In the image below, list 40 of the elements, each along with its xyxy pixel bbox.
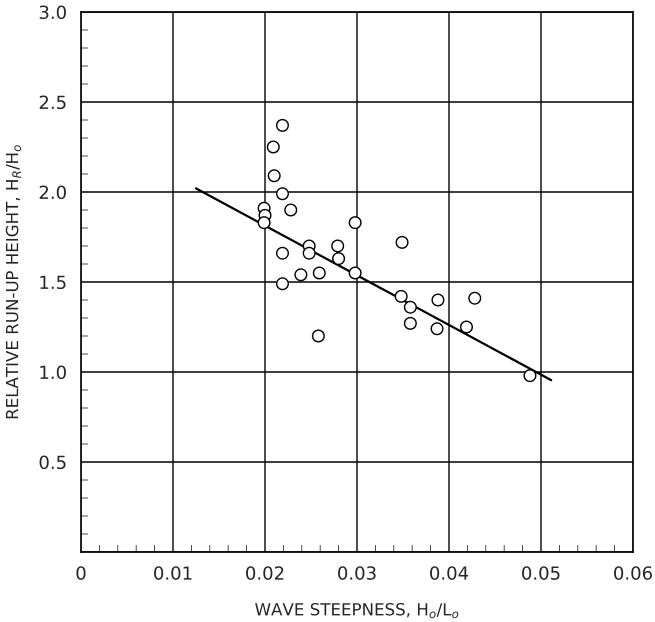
point bbox=[276, 277, 289, 290]
point bbox=[312, 266, 326, 280]
point bbox=[460, 320, 473, 334]
point bbox=[348, 216, 362, 230]
point bbox=[284, 203, 298, 217]
point bbox=[468, 292, 482, 305]
point bbox=[430, 322, 444, 336]
x-tick-label: 0.05 bbox=[522, 566, 560, 580]
point bbox=[276, 246, 289, 260]
point bbox=[404, 300, 417, 314]
point bbox=[396, 236, 409, 249]
x-tick-label: 0.03 bbox=[338, 566, 376, 580]
point bbox=[431, 293, 444, 307]
point bbox=[258, 216, 271, 230]
y-tick-label: 3.0 bbox=[40, 5, 66, 20]
y-axis-title: RELATIVE RUN-UP HEIGHT, H$_{R}$/H$_{o}$ bbox=[6, 145, 22, 418]
point bbox=[294, 268, 308, 282]
y-tick-label: 2.5 bbox=[40, 95, 66, 110]
point bbox=[394, 290, 408, 303]
point bbox=[266, 140, 280, 154]
point bbox=[331, 239, 344, 253]
point bbox=[523, 369, 536, 382]
x-tick-label: 0.04 bbox=[430, 566, 468, 580]
y-tick-label: 0.5 bbox=[40, 455, 66, 470]
point bbox=[404, 316, 417, 330]
x-tick-label: 0.01 bbox=[154, 566, 192, 580]
y-tick-label: 1.5 bbox=[40, 276, 66, 290]
y-tick-label: 1.0 bbox=[40, 365, 66, 380]
x-tick-label: 0.06 bbox=[614, 566, 652, 580]
point bbox=[268, 169, 281, 182]
x-axis-title: WAVE STEEPNESS, H$_{o}$/L$_{o}$ bbox=[255, 602, 458, 618]
x-tick-label: 0 bbox=[76, 566, 86, 580]
point bbox=[302, 246, 316, 260]
point bbox=[312, 329, 325, 343]
point bbox=[276, 118, 289, 132]
point bbox=[348, 266, 362, 280]
y-tick-label: 2.0 bbox=[40, 185, 66, 200]
point bbox=[276, 187, 289, 200]
point bbox=[332, 252, 346, 266]
x-tick-label: 0.02 bbox=[246, 566, 284, 580]
